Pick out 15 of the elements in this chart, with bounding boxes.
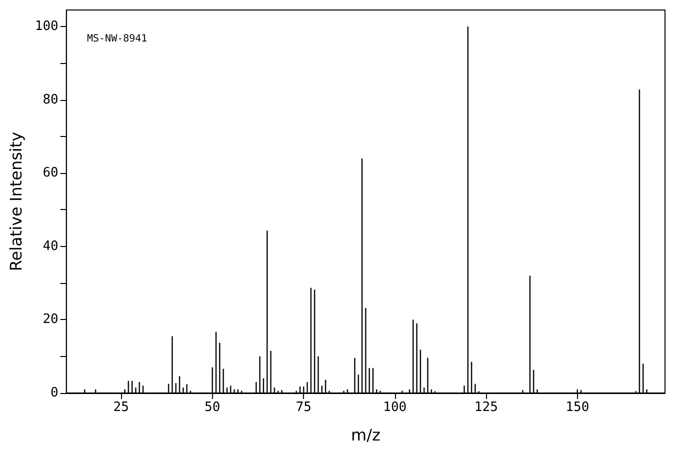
y-tick-label: 20: [42, 312, 58, 328]
y-tick-label: 100: [34, 18, 58, 34]
x-tick-label: 100: [383, 400, 407, 415]
y-axis-title: Relative Intensity: [6, 132, 26, 272]
y-tick-label: 40: [42, 238, 58, 254]
x-tick-label: 125: [474, 400, 498, 415]
x-axis-title: m/z: [351, 426, 380, 444]
x-tick-label: 50: [204, 400, 220, 415]
x-tick-label: 75: [296, 400, 312, 415]
x-tick-label: 150: [566, 400, 590, 415]
y-tick-label: 0: [50, 386, 58, 400]
x-tick-label: 25: [113, 400, 129, 415]
annotation: MS-NW-8941: [87, 34, 148, 44]
y-tick-label: 60: [42, 166, 58, 181]
y-tick-label: 80: [42, 92, 58, 108]
